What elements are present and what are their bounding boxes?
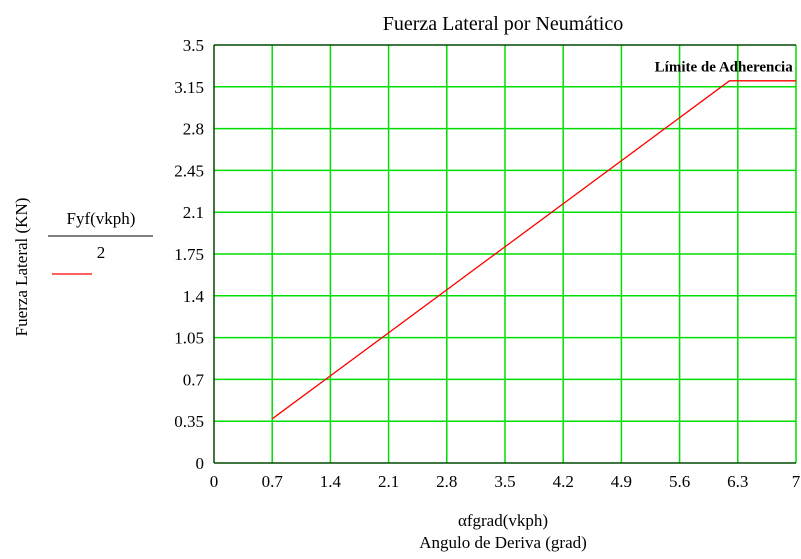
legend-denominator: 2 <box>97 243 106 262</box>
x-axis-label: Angulo de Deriva (grad) <box>419 533 587 552</box>
y-tick-label: 2.45 <box>174 161 204 180</box>
y-tick-label: 3.5 <box>183 36 204 55</box>
y-axis-label: Fuerza Lateral (KN) <box>12 198 31 337</box>
x-tick-label: 2.8 <box>436 472 457 491</box>
y-tick-label: 2.1 <box>183 203 204 222</box>
x-tick-label: 0 <box>210 472 219 491</box>
chart-title: Fuerza Lateral por Neumático <box>383 13 623 35</box>
x-tick-label: 0.7 <box>262 472 284 491</box>
y-tick-label: 0 <box>196 454 205 473</box>
x-tick-label: 6.3 <box>727 472 748 491</box>
y-tick-label: 1.75 <box>174 245 204 264</box>
x-tick-label: 4.9 <box>611 472 632 491</box>
grid <box>213 44 797 464</box>
plot-frame <box>213 44 796 464</box>
legend-numerator: Fyf(vkph) <box>67 209 136 228</box>
y-tick-label: 1.4 <box>183 287 205 306</box>
x-axis-ticks: 0 0.7 1.4 2.1 2.8 3.5 4.2 4.9 5.6 6.3 7 <box>210 472 801 491</box>
annotations: Límite de Adherencia <box>655 59 794 75</box>
x-axis-expression: αfgrad(vkph) <box>458 511 548 530</box>
annotation-label: Límite de Adherencia <box>655 59 794 75</box>
legend: Fyf(vkph) 2 <box>48 209 153 275</box>
x-tick-label: 1.4 <box>320 472 342 491</box>
x-tick-label: 5.6 <box>669 472 690 491</box>
x-tick-label: 4.2 <box>553 472 574 491</box>
x-tick-label: 3.5 <box>494 472 515 491</box>
x-tick-label: 7 <box>792 472 801 491</box>
y-tick-label: 1.05 <box>174 329 204 348</box>
y-tick-label: 0.7 <box>183 370 205 389</box>
series-line <box>271 80 796 420</box>
series-lines <box>271 80 796 420</box>
y-axis-ticks: 0 0.35 0.7 1.05 1.4 1.75 2.1 2.45 2.8 3.15 3.5 <box>174 36 204 473</box>
y-tick-label: 3.15 <box>174 78 204 97</box>
y-tick-label: 0.35 <box>174 412 204 431</box>
y-tick-label: 2.8 <box>183 120 204 139</box>
x-tick-label: 2.1 <box>378 472 399 491</box>
